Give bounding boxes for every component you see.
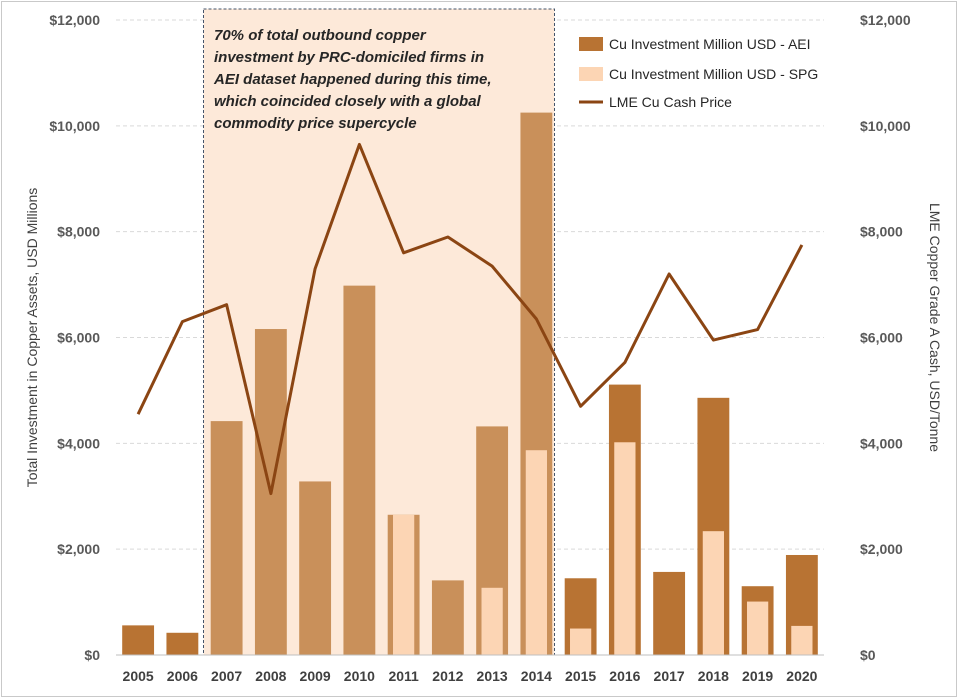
bar-spg-2016: [614, 442, 636, 655]
x-tick-label: 2010: [344, 668, 375, 684]
right-tick-label: $12,000: [860, 12, 911, 28]
x-tick-label: 2005: [123, 668, 154, 684]
right-tick-label: $2,000: [860, 541, 903, 557]
lme-price-line: [136, 142, 804, 496]
bar-aei-2017: [653, 571, 686, 655]
x-tick-label: 2008: [255, 668, 286, 684]
legend-label-aei: Cu Investment Million USD - AEI: [609, 36, 811, 52]
left-tick-label: $0: [84, 647, 100, 663]
left-tick-label: $12,000: [49, 12, 100, 28]
bar-aei-2005: [122, 625, 155, 655]
annotation-line: investment by PRC-domiciled firms in: [214, 49, 484, 66]
x-tick-label: 2009: [300, 668, 331, 684]
right-tick-label: $10,000: [860, 118, 911, 134]
legend-swatch-spg: [579, 67, 603, 81]
right-tick-label: $6,000: [860, 330, 903, 346]
annotation-line: commodity price supercycle: [214, 115, 417, 132]
annotation-line: which coincided closely with a global: [214, 93, 482, 110]
highlight-annotation: 70% of total outbound copper investment b…: [213, 27, 492, 132]
bar-aei-2007: [210, 421, 243, 655]
axes-layer: $0 $2,000 $4,000 $6,000 $8,000 $10,000 $12,000…: [24, 12, 943, 684]
x-tick-label: 2019: [742, 668, 773, 684]
left-tick-label: $6,000: [57, 330, 100, 346]
left-axis-title: Total Investment in Copper Assets, USD M…: [24, 188, 40, 488]
x-tick-label: 2011: [388, 668, 419, 684]
right-axis-title: LME Copper Grade A Cash, USD/Tonne: [927, 203, 943, 452]
left-tick-label: $10,000: [49, 118, 100, 134]
bar-aei-2006: [166, 632, 199, 655]
x-tick-label: 2015: [565, 668, 596, 684]
bar-aei-2012: [431, 580, 464, 655]
left-tick-label: $4,000: [57, 435, 100, 451]
legend-swatch-aei: [579, 37, 603, 51]
legend-label-lme: LME Cu Cash Price: [609, 94, 732, 110]
annotation-line: AEI dataset happened during this time,: [213, 71, 492, 88]
bar-aei-2009: [299, 481, 332, 655]
bars-layer: [122, 112, 818, 655]
x-tick-label: 2020: [786, 668, 817, 684]
bar-spg-2015: [570, 628, 592, 655]
bar-spg-2019: [747, 601, 769, 655]
x-tick-label: 2014: [521, 668, 552, 684]
legend-label-spg: Cu Investment Million USD - SPG: [609, 66, 818, 82]
right-tick-label: $0: [860, 647, 876, 663]
bar-spg-2018: [702, 531, 724, 655]
right-tick-label: $4,000: [860, 435, 903, 451]
x-tick-label: 2007: [211, 668, 242, 684]
bar-spg-2014: [525, 450, 547, 655]
annotation-line: 70% of total outbound copper: [214, 27, 427, 44]
bar-spg-2020: [791, 625, 813, 655]
left-tick-label: $2,000: [57, 541, 100, 557]
x-tick-label: 2013: [477, 668, 508, 684]
x-tick-label: 2012: [432, 668, 463, 684]
price-line-layer: [136, 142, 804, 496]
x-tick-label: 2016: [609, 668, 640, 684]
left-tick-label: $8,000: [57, 224, 100, 240]
x-tick-label: 2018: [698, 668, 729, 684]
bar-spg-2013: [481, 587, 503, 655]
bar-aei-2010: [343, 285, 376, 655]
x-tick-label: 2006: [167, 668, 198, 684]
legend: Cu Investment Million USD - AEI Cu Invest…: [579, 36, 818, 110]
x-tick-label: 2017: [654, 668, 685, 684]
bar-spg-2011: [393, 514, 415, 655]
right-tick-label: $8,000: [860, 224, 903, 240]
